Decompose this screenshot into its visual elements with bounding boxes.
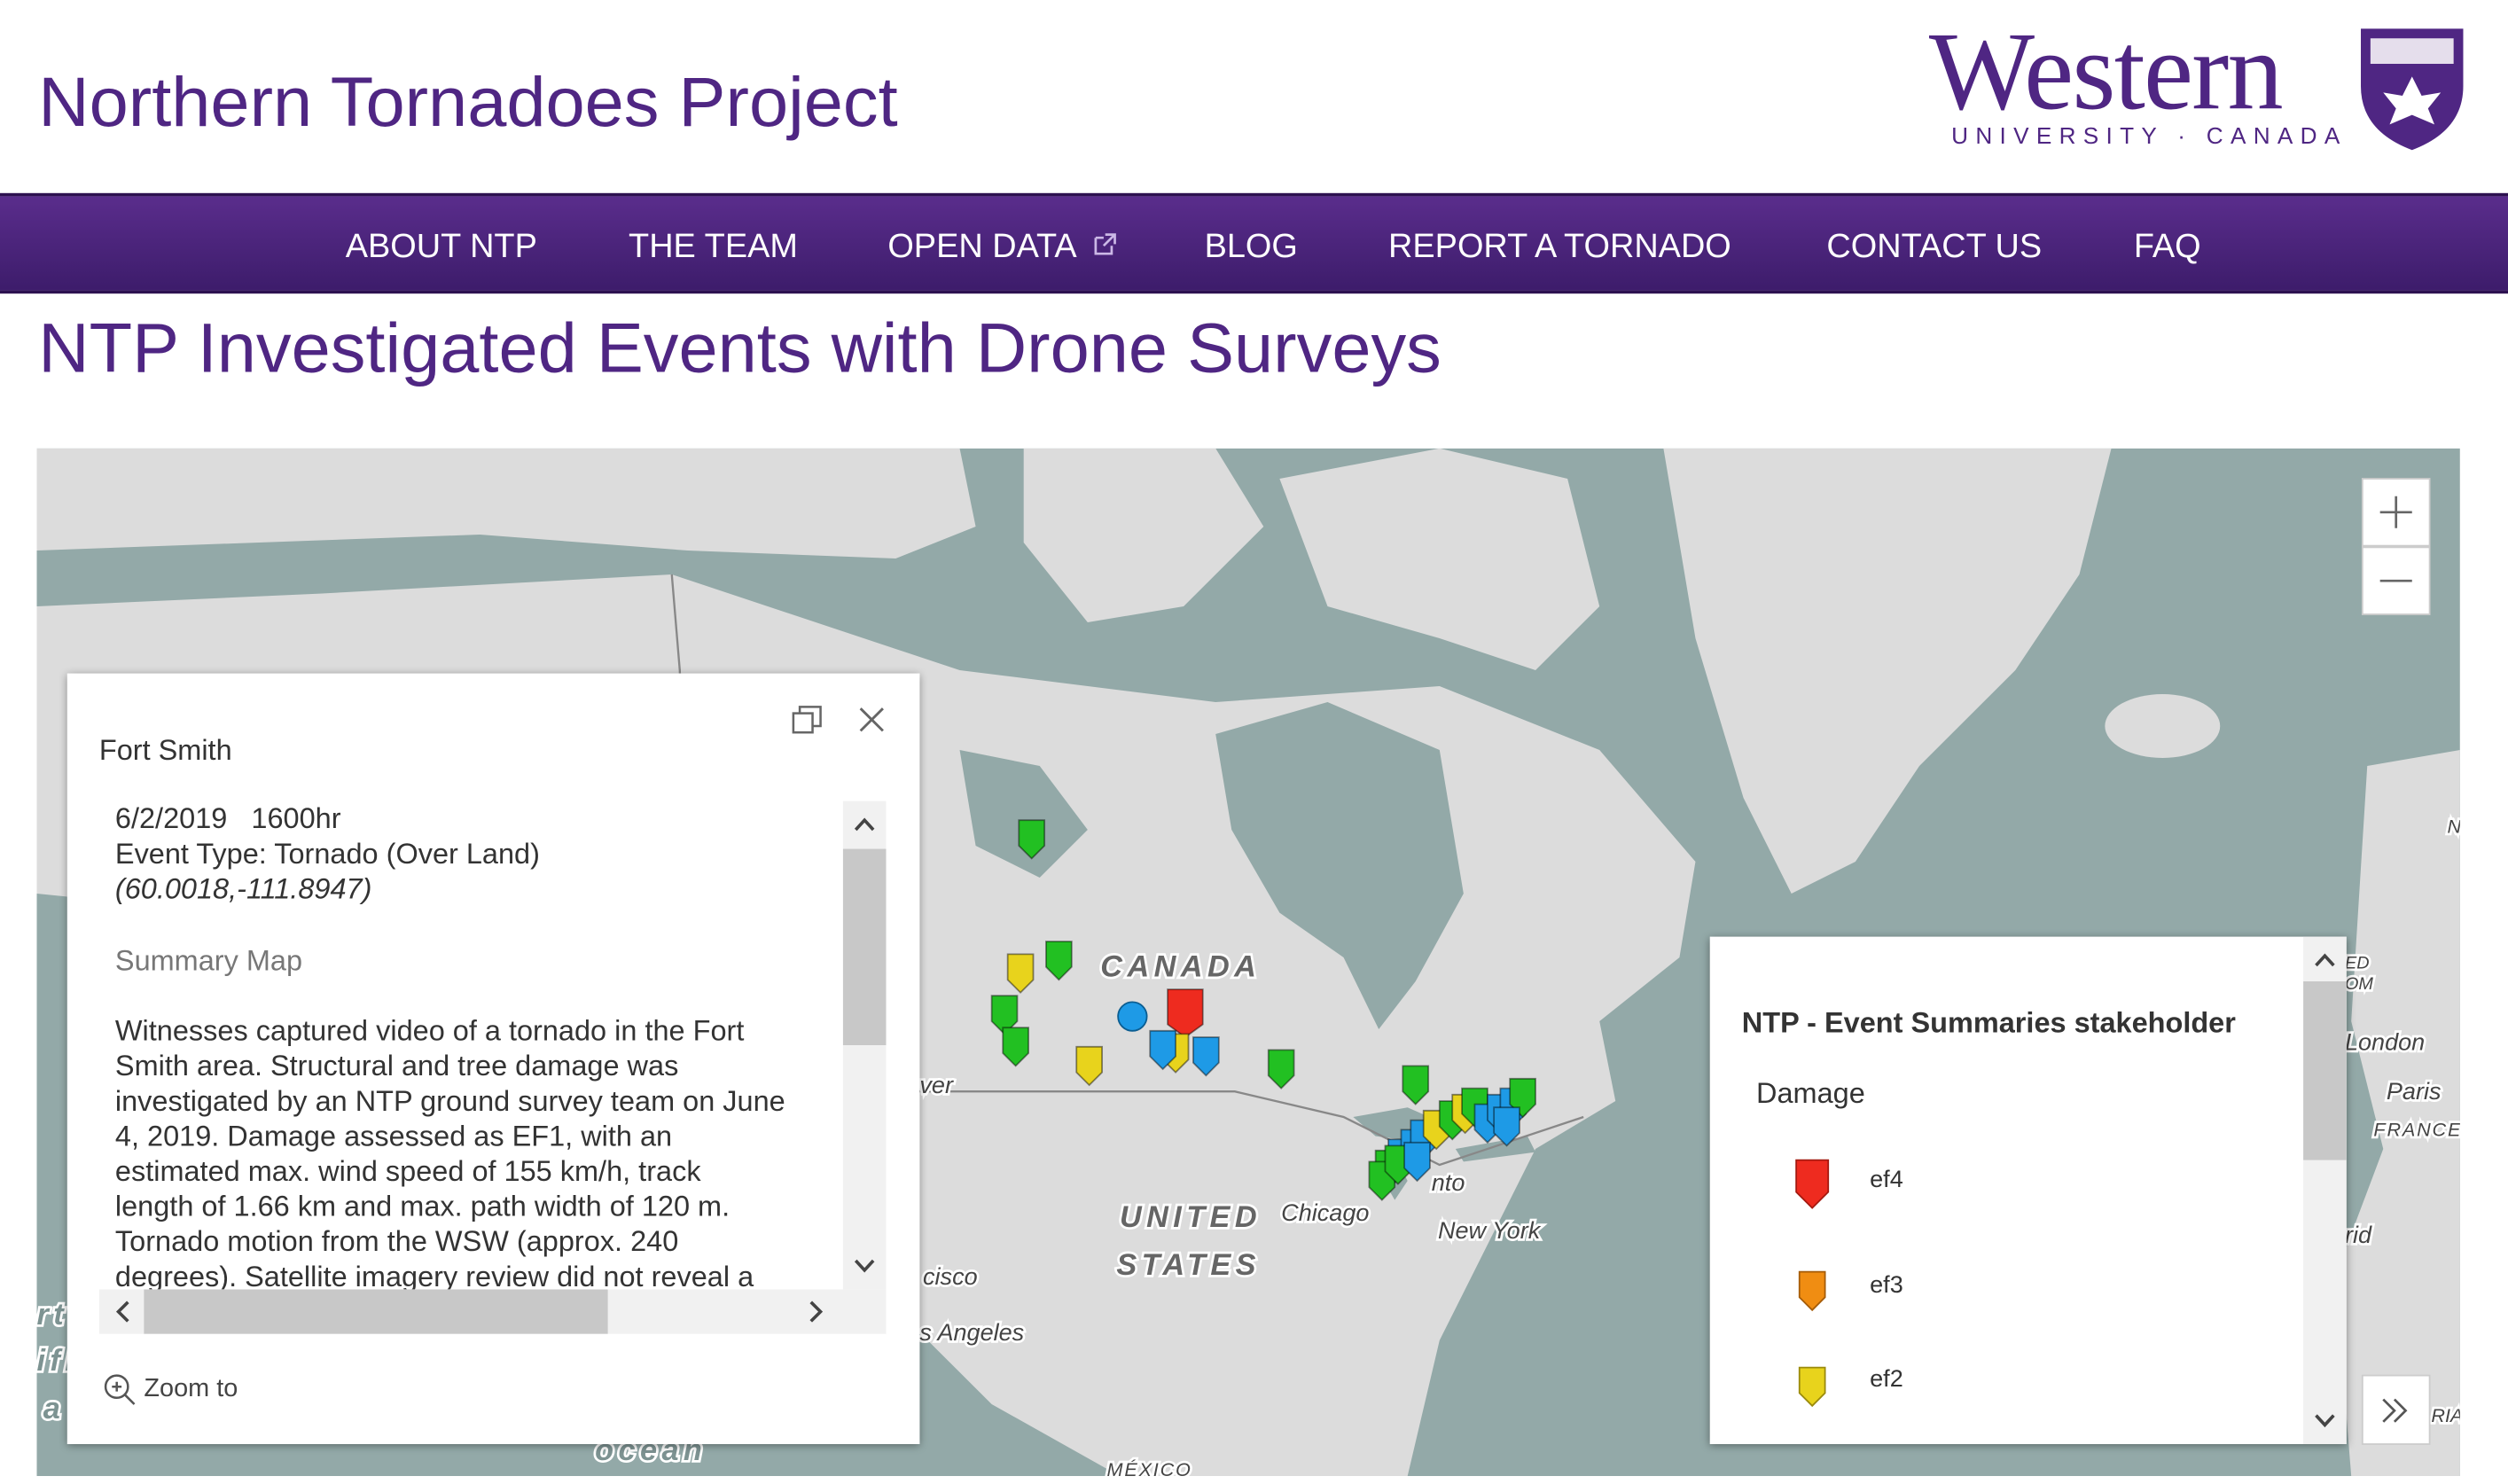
map-label: STATES [1116,1248,1261,1282]
legend-item: ef3 [1870,1271,1903,1300]
map-label: ED [2345,954,2370,973]
event-markers [990,819,1536,1201]
nav-item[interactable]: FAQ [2133,228,2201,265]
event-marker[interactable] [1192,1036,1220,1077]
map-label: a [43,1392,65,1425]
nav-item[interactable]: OPEN DATA [887,228,1077,265]
map-label: s Angeles [919,1319,1024,1346]
event-marker[interactable] [1045,941,1073,981]
map-label: Chicago [1281,1199,1369,1226]
nav-item[interactable]: BLOG [1204,228,1298,265]
site-title[interactable]: Northern Tornadoes Project [38,64,898,143]
map-label: Paris [2387,1078,2442,1105]
event-marker[interactable] [1403,1141,1431,1183]
legend-item: ef2 [1870,1365,1903,1394]
legend-scrollbar[interactable] [2303,936,2347,1444]
map-label: N [2447,816,2459,838]
zoom-to-button[interactable]: Zoom to [144,1375,238,1403]
map-label: MÉXICO [1107,1458,1192,1476]
legend-title: NTP - Event Summaries stakeholder [1741,1006,2236,1039]
zoom-icon [104,1374,136,1405]
event-marker[interactable] [1006,953,1035,994]
water [1215,702,1464,1029]
description-line: Tornado motion from the WSW (approx. 240 [114,1225,679,1258]
map-label: CANADA [1100,950,1261,984]
event-type: Event Type: Tornado (Over Land) [114,838,540,870]
description-line: 4, 2019. Damage assessed as EF1, with an [114,1120,673,1152]
event-marker[interactable] [1075,1045,1104,1087]
map-label: rid [2345,1222,2372,1248]
description-line: estimated max. wind speed of 155 km/h, t… [114,1155,701,1188]
close-button[interactable] [856,704,887,736]
map-label: FRANCE [2373,1119,2459,1141]
event-date: 6/2/2019 1600hr [114,802,341,835]
description: Witnesses captured video of a tornado in… [114,1013,843,1290]
description-line: Witnesses captured video of a tornado in… [114,1014,745,1047]
popup: Fort Smith 6/2/2019 1600hr Event Type: T… [66,673,920,1444]
summary-map-link[interactable]: Summary Map [114,944,303,977]
zoom-in-button[interactable] [2361,478,2431,547]
legend-item: ef4 [1870,1166,1903,1194]
map-label: cisco [923,1263,978,1290]
land [2335,749,2460,1476]
map-label: nto [1432,1169,1465,1196]
nav-bar: ABOUT NTP THE TEAM OPEN DATA BLOG REPORT… [0,192,2508,294]
zoom-out-button[interactable] [2361,546,2431,615]
map-label: UNITED [1120,1200,1262,1234]
expand-button[interactable] [2361,1374,2431,1445]
land [1023,448,1264,622]
map-label: London [2345,1028,2425,1055]
map-label: ver [919,1072,954,1098]
horizontal-scrollbar[interactable] [98,1289,887,1334]
map-label: New York [1438,1217,1542,1244]
event-marker[interactable] [1267,1049,1295,1090]
land [1279,448,1600,670]
nav-item[interactable]: ABOUT NTP [345,228,537,265]
external-link-icon [1094,233,1116,255]
legend-symbols [1795,1159,1830,1408]
nav-item[interactable]: THE TEAM [629,228,798,265]
event-marker[interactable] [1149,1029,1176,1071]
description-line: degrees). Satellite imagery review did n… [114,1261,754,1290]
water [1455,1136,1536,1162]
event-marker[interactable] [1402,1065,1430,1105]
water [959,750,1088,878]
map-label: OM [2345,974,2373,994]
event-marker[interactable] [1002,1027,1030,1067]
scrollbars[interactable] [842,801,887,1334]
event-marker[interactable] [1018,819,1046,860]
page-heading: NTP Investigated Events with Drone Surve… [38,309,1442,388]
event-coords: (60.0018,-111.8947) [114,872,372,905]
land [2105,694,2221,758]
land [1663,448,2112,894]
logo-shield[interactable] [2357,22,2466,153]
event-marker[interactable] [1493,1106,1520,1147]
land [36,448,976,558]
description-line: Smith area. Structural and tree damage w… [114,1050,679,1082]
nav-item[interactable]: CONTACT US [1826,228,2043,265]
map-label: rt [36,1298,68,1332]
popup-title: Fort Smith [98,734,232,766]
popup-content: 6/2/2019 1600hr Event Type: Tornado (Ove… [114,801,843,1290]
logo-subtitle: UNIVERSITY · CANADA [1951,124,2348,151]
description-line: length of 1.66 km and max. path width of… [114,1190,731,1222]
event-marker[interactable] [1167,988,1204,1039]
nav-item[interactable]: REPORT A TORNADO [1388,228,1731,265]
map-label: RIA [2431,1404,2459,1426]
dock-button[interactable] [790,702,825,738]
description-line: investigated by an NTP ground survey tea… [114,1085,785,1117]
legend-group: Damage [1756,1077,1865,1109]
event-marker[interactable] [1117,1001,1148,1032]
legend-panel: NTP - Event Summaries stakeholder Damage… [1709,936,2347,1444]
logo-name[interactable]: Western [1928,11,2284,135]
